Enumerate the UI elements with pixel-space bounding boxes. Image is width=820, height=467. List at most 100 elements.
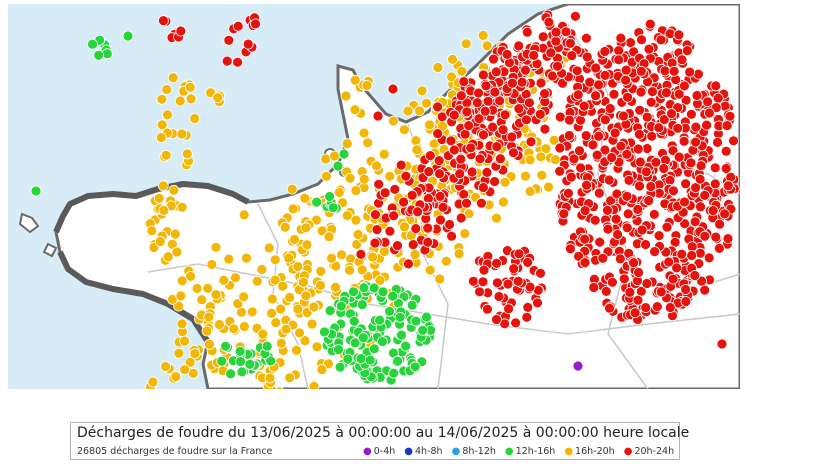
strike-dot [684,66,696,78]
strike-dot [521,311,533,323]
strike-dot [680,284,691,295]
strike-dot [371,160,382,172]
strike-dot [169,228,181,240]
strike-dot [524,154,536,166]
strike-dot [358,127,370,139]
strike-dot [579,257,591,269]
strike-dot [269,274,281,286]
strike-dot [232,298,244,310]
strike-dot [714,242,725,254]
strike-dot [554,142,566,154]
strike-dot [308,381,320,389]
strike-dot [176,201,188,213]
strike-dot [471,97,483,109]
strike-dot [540,143,552,155]
strike-dot [424,119,436,131]
strike-dot [482,95,494,107]
strike-dot [673,151,685,163]
strike-dot [481,40,493,52]
strike-dot [608,88,620,100]
strike-dot [661,87,672,98]
strike-dot [87,38,98,50]
strike-dot [593,79,604,91]
strike-dot [649,246,660,258]
strike-dot [560,26,572,38]
strike-dot [414,105,425,117]
strike-dot [229,272,241,284]
strike-dot [510,317,522,329]
strike-dot [668,185,679,197]
strike-dot [543,16,555,28]
strike-dot [513,40,525,52]
strike-dot [232,20,244,32]
strike-dot [241,252,252,264]
strike-dot [311,341,323,353]
strike-dot [176,318,188,330]
strike-dot [587,139,599,151]
strike-dot [680,296,692,307]
strike-dot [93,49,105,61]
strike-dot [228,323,240,335]
strike-dot [575,162,586,174]
strike-dot [367,251,379,263]
legend-item-12h-16h: ● 12h-16h [505,446,555,457]
strike-dot [481,166,493,178]
strike-dot [147,376,159,388]
strike-dot [620,64,632,76]
strike-dot [581,179,592,191]
strike-dot [455,90,467,102]
strike-dot [349,337,361,349]
strike-dot [437,201,449,213]
strike-dot [299,335,311,347]
strike-dot [284,372,296,384]
legend-label: 8h-12h [462,446,496,457]
strike-dot [424,150,436,162]
strike-dot [679,80,690,92]
strike-dot [444,219,456,230]
strike-dot [664,302,676,313]
strike-dot [645,96,657,108]
strike-dot [175,290,187,302]
legend-label: 20h-24h [634,446,675,457]
strike-dot [716,338,728,350]
strike-dot [332,160,344,172]
strike-dot [336,249,347,261]
strike-dot [394,311,406,323]
strike-dot [702,96,713,108]
strike-dot [191,283,203,294]
strike-dot [673,29,685,41]
strike-dot [602,204,613,216]
strike-dot [588,282,600,293]
strike-dot [316,364,328,376]
legend-dot-icon: ● [564,445,574,457]
strike-dot [636,224,648,236]
strike-dot [157,15,169,27]
legend-item-16h-20h: ● 16h-20h [564,446,614,457]
strike-dot [369,209,381,221]
strike-dot [536,169,548,181]
strike-dot [176,128,188,140]
strike-dot [369,237,381,249]
strike-dot [593,130,605,142]
legend-label: 12h-16h [515,446,556,457]
strike-dot [474,286,486,298]
strike-dot [497,124,509,136]
strike-dot [398,124,410,136]
strike-dot [628,257,639,269]
strike-dot [522,301,534,313]
strike-dot [216,355,228,367]
strike-dot [465,142,477,154]
strike-dot [238,291,250,303]
strike-dot [212,92,224,104]
strike-dot [238,209,250,221]
strike-dot [286,183,298,195]
strike-dot [499,109,511,121]
strike-dot [175,25,187,37]
strike-dot [520,170,531,182]
strike-dot [300,290,312,302]
strike-dot [643,195,655,207]
strike-dot [635,65,647,77]
strike-dot [629,307,641,319]
strike-dot [223,253,235,265]
coastline [57,250,211,344]
